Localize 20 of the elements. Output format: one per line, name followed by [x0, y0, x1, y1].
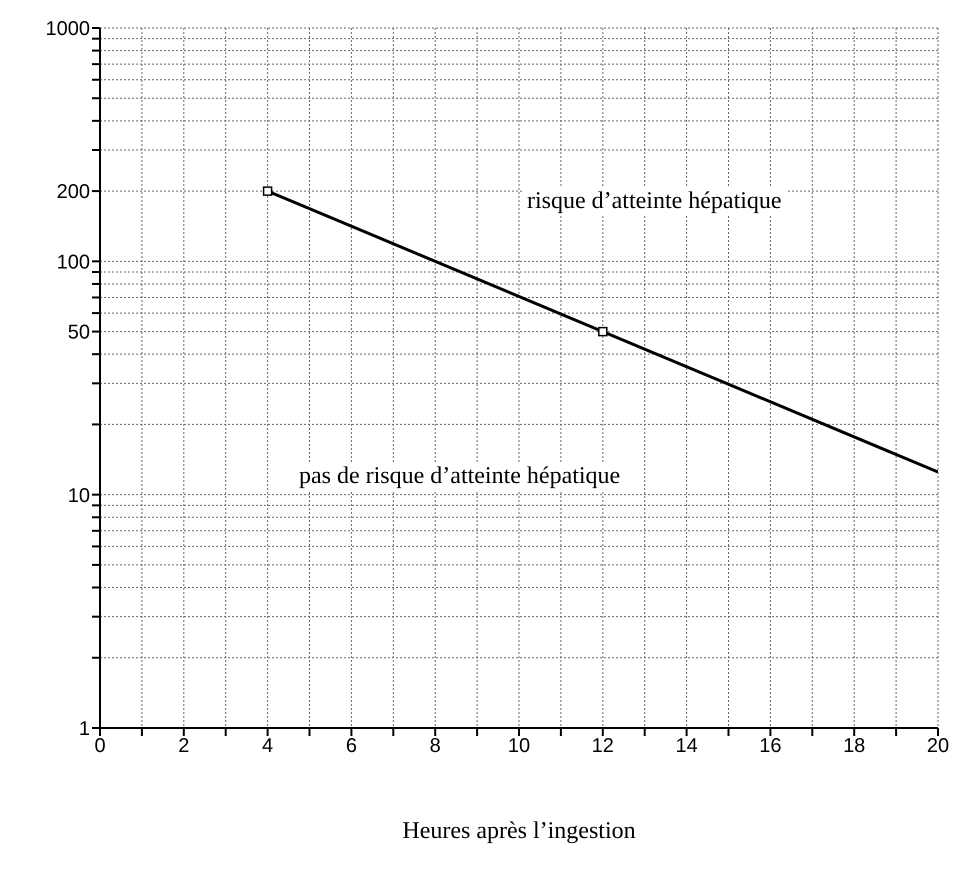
y-tick-label: 200: [56, 181, 90, 204]
x-tick-label: 4: [262, 735, 274, 758]
annotation: pas de risque d’atteinte hépatique: [295, 463, 624, 490]
y-tick-label: 10: [68, 484, 90, 507]
x-tick-label: 10: [508, 735, 530, 758]
x-tick-label: 0: [94, 735, 106, 758]
x-tick-label: 16: [759, 735, 782, 758]
annotation: risque d’atteinte hépatique: [523, 188, 786, 215]
y-tick-label: 50: [68, 322, 90, 344]
y-tick-label: 1000: [46, 18, 90, 40]
y-tick-label: 1: [78, 718, 90, 740]
x-tick-label: 6: [346, 735, 357, 758]
x-tick-label: 8: [430, 735, 441, 758]
x-tick-label: 14: [675, 735, 698, 758]
y-tick-label: 100: [56, 251, 90, 274]
x-axis-title: Heures après l’ingestion: [402, 818, 636, 844]
x-tick-label: 12: [592, 735, 614, 758]
x-tick-label: 2: [178, 735, 190, 758]
x-tick-label: 18: [843, 735, 866, 758]
x-tick-label: 20: [926, 735, 950, 758]
